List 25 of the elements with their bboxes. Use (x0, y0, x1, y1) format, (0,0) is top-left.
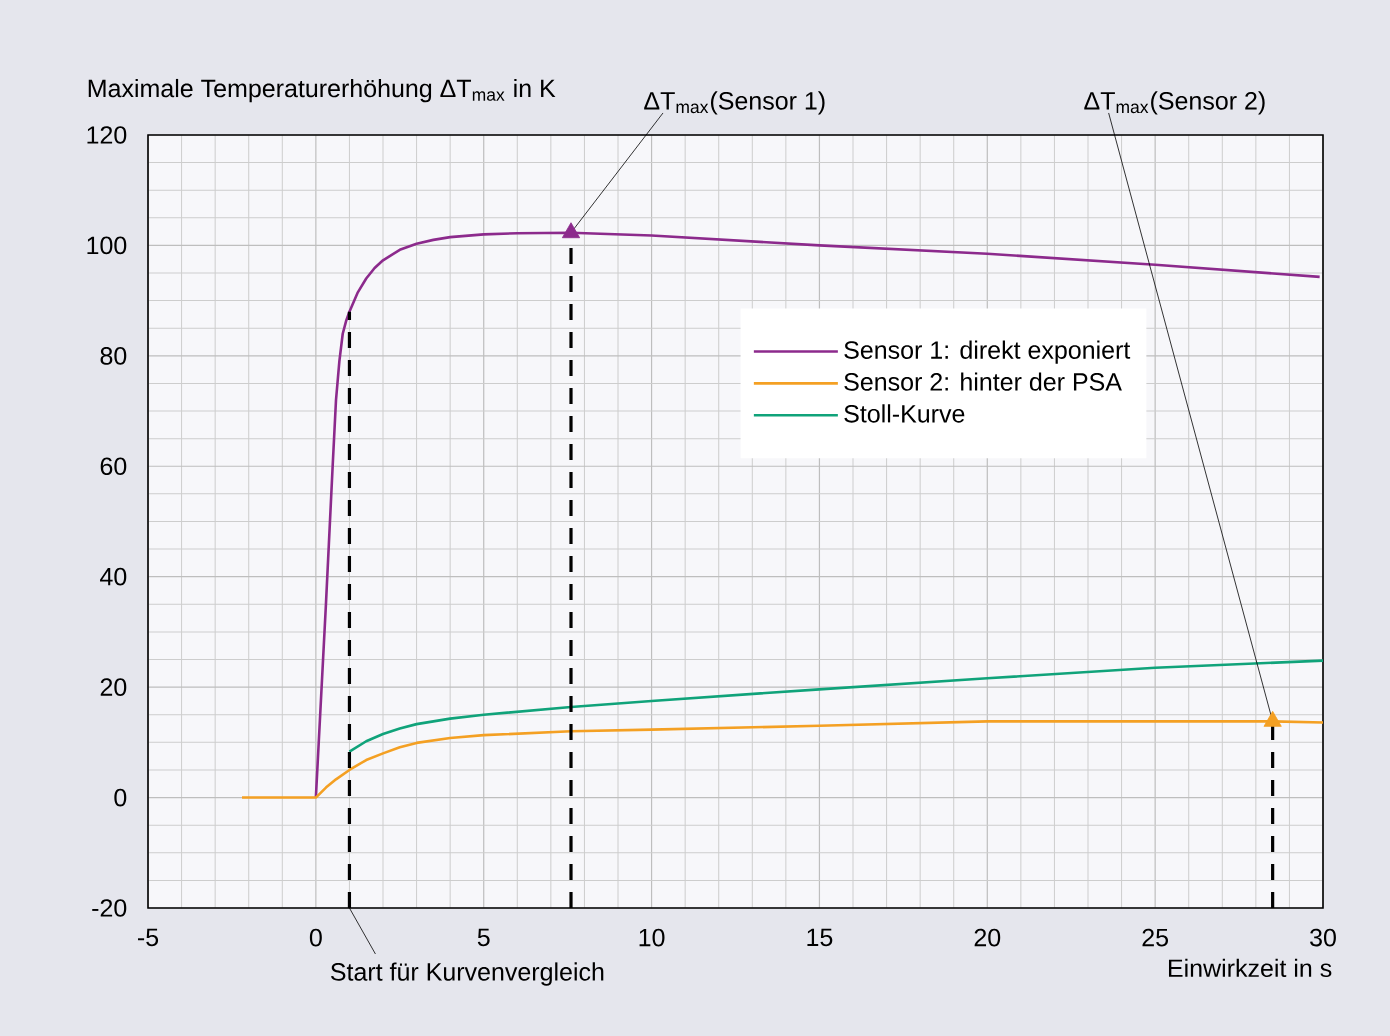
x-tick-label: 5 (477, 928, 490, 947)
x-tick-label: 10 (639, 928, 665, 947)
x-tick-label: 20 (974, 928, 1001, 947)
annotation: ΔT$_{max}$(Sensor 2) (1084, 91, 1265, 115)
y-tick-label: 60 (100, 457, 127, 476)
annotation: ΔT$_{max}$(Sensor 1) (644, 91, 825, 115)
y-tick-label: 0 (114, 788, 127, 807)
x-tick-label: 15 (807, 928, 833, 947)
y-axis-title: Maximale Temperaturerhöhung ΔT$_{max}$ in K (88, 78, 556, 103)
line-series (348, 659, 1325, 754)
legend-label: Stoll-Kurve (844, 404, 965, 423)
x-tick-label: 25 (1142, 928, 1169, 947)
y-tick-label: 120 (87, 126, 127, 144)
x-tick-label: 0 (309, 928, 322, 947)
legend-label: Sensor 2: hinter der PSA (844, 372, 1122, 391)
annotation: Start für Kurvenvergleich (330, 962, 604, 986)
y-tick-label: 40 (100, 567, 127, 586)
legend-label: Sensor 1: direkt exponiert (844, 340, 1131, 364)
y-tick-label: 100 (87, 236, 127, 255)
y-tick-label: 20 (100, 678, 127, 696)
x-tick-label: 30 (1310, 928, 1336, 947)
y-tick-label: -20 (92, 899, 127, 917)
x-axis-title: Einwirkzeit in s (1168, 958, 1332, 978)
y-tick-label: 80 (100, 347, 127, 365)
x-tick-label: -5 (137, 928, 159, 947)
